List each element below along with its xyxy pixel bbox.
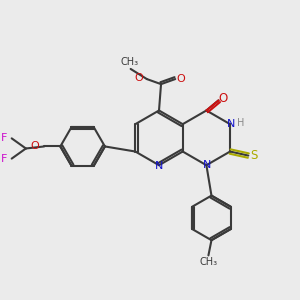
Text: S: S xyxy=(251,149,258,162)
Text: N: N xyxy=(203,160,212,170)
Text: N: N xyxy=(227,119,235,129)
Text: H: H xyxy=(236,118,244,128)
Text: CH₃: CH₃ xyxy=(121,57,139,67)
Text: O: O xyxy=(134,73,143,83)
Text: F: F xyxy=(1,154,8,164)
Text: O: O xyxy=(218,92,227,105)
Text: O: O xyxy=(30,142,39,152)
Text: N: N xyxy=(155,161,163,171)
Text: CH₃: CH₃ xyxy=(200,257,217,268)
Text: F: F xyxy=(1,133,8,143)
Text: O: O xyxy=(176,74,185,84)
